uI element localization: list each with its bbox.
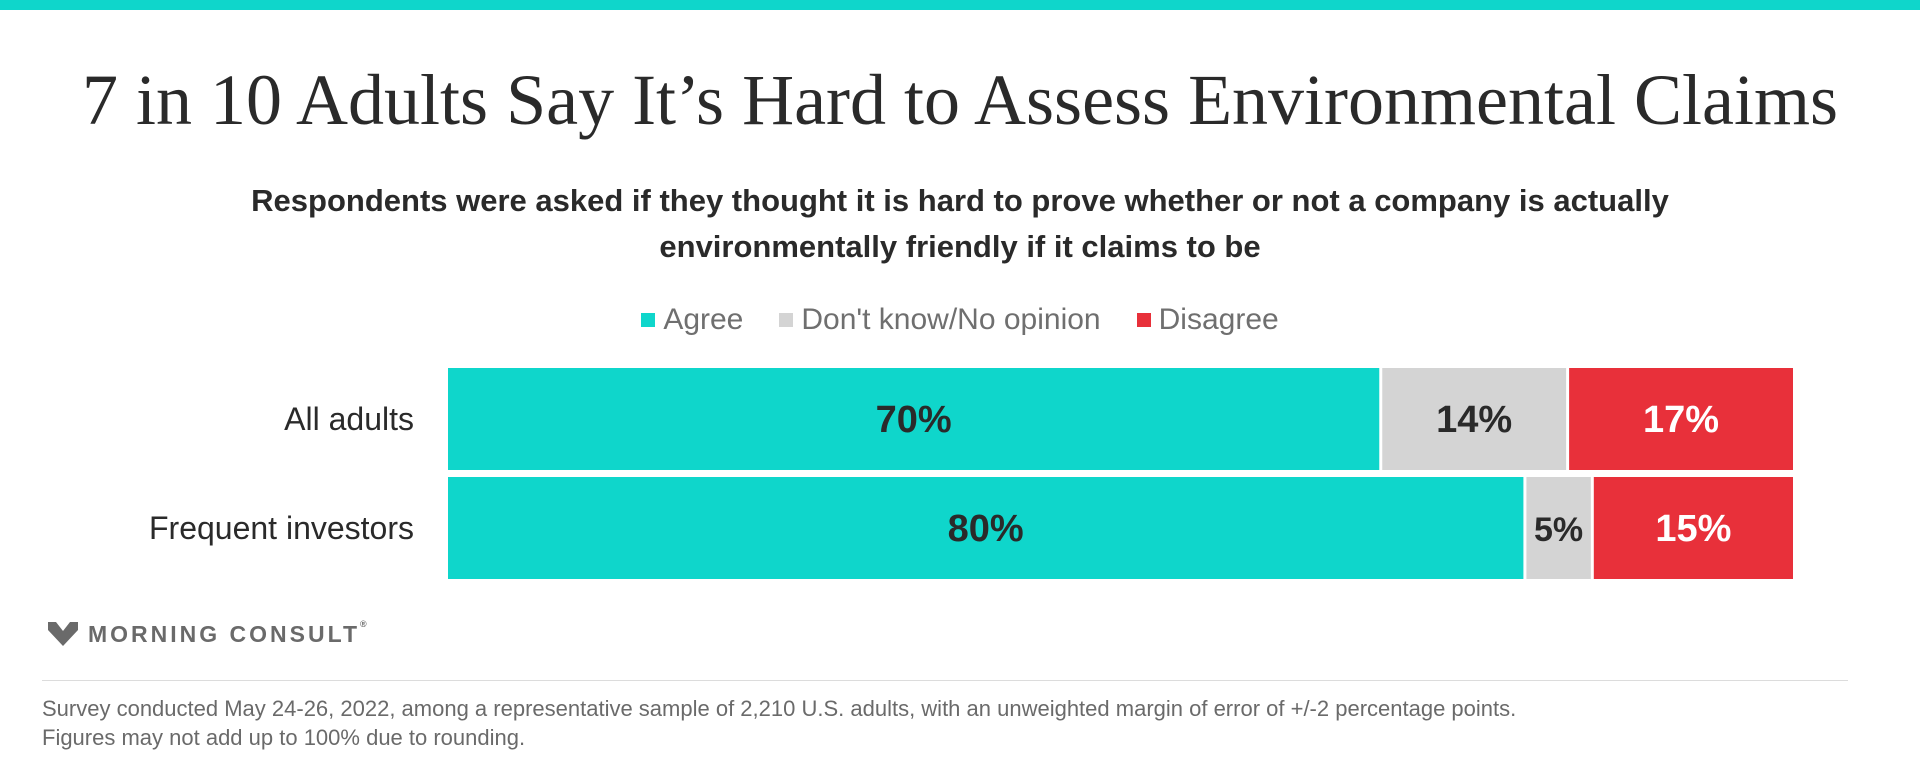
legend-label: Disagree [1158, 303, 1279, 336]
legend-item: Disagree [1136, 302, 1279, 338]
chart-title: 7 in 10 Adults Say It’s Hard to Assess E… [82, 60, 1838, 140]
stacked-bar-chart: All adults 70% 14% 17% Frequent investors 80%… [149, 368, 1793, 579]
accent-top-bar [0, 0, 1920, 10]
bar-segment [1382, 368, 1567, 470]
data-label: 80% [948, 508, 1024, 550]
data-label: 70% [876, 399, 952, 441]
bar-segment [448, 368, 1380, 470]
footnote: Survey conducted May 24-26, 2022, among … [42, 694, 1882, 752]
morning-consult-mark-icon [48, 622, 78, 646]
bar-segment [1526, 477, 1591, 579]
bar-segment [1593, 477, 1793, 579]
legend-swatch [641, 313, 656, 327]
bar-segment [1569, 368, 1793, 470]
data-label: 17% [1643, 399, 1719, 441]
data-label: 15% [1655, 508, 1731, 550]
legend-label: Agree [663, 303, 744, 336]
category-label: All adults [284, 401, 414, 437]
category-label: Frequent investors [149, 510, 414, 546]
footnote-methodology: Survey conducted May 24-26, 2022, among … [42, 696, 1517, 721]
footnote-rounding: Figures may not add up to 100% due to ro… [42, 725, 526, 750]
legend-item: Agree [641, 302, 743, 338]
data-label: 14% [1436, 399, 1512, 441]
morning-consult-logo: MORNING CONSULT® [48, 618, 367, 648]
legend-label: Don't know/No opinion [801, 303, 1101, 336]
logo-wordmark: MORNING CONSULT® [88, 618, 367, 647]
legend-item: Don't know/No opinion [779, 302, 1101, 338]
chart-subtitle: Respondents were asked if they thought i… [251, 183, 1669, 264]
legend-swatch [1136, 313, 1151, 327]
footer-divider [42, 680, 1848, 681]
legend-swatch [779, 313, 794, 327]
chart-legend: Agree Don't know/No opinion Disagree [0, 302, 1920, 338]
data-label: 5% [1534, 511, 1583, 549]
bar-segment [448, 477, 1524, 579]
